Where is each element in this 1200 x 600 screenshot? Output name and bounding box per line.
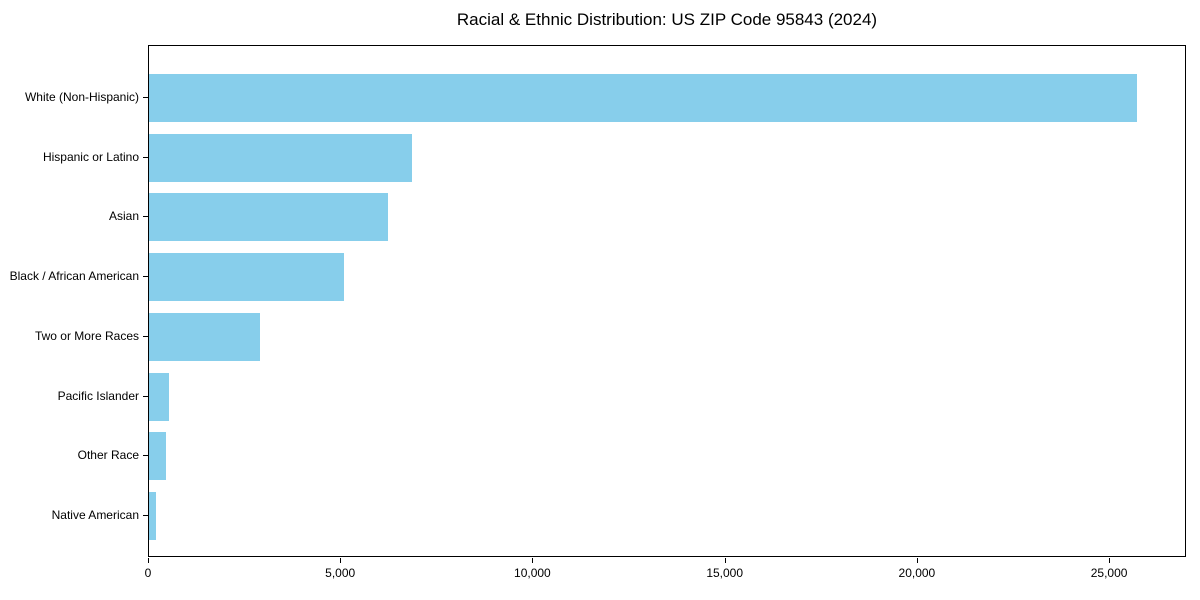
y-tick-mark-1 — [143, 156, 148, 158]
bar-6 — [149, 432, 167, 481]
y-tick-mark-3 — [143, 276, 148, 278]
bar-1 — [149, 133, 413, 182]
y-tick-mark-2 — [143, 216, 148, 218]
bar-5 — [149, 372, 169, 421]
y-tick-mark-5 — [143, 395, 148, 397]
bar-0 — [149, 74, 1137, 122]
y-tick-label-4: Two or More Races — [34, 328, 139, 343]
x-tick-label-2: 10,000 — [514, 566, 551, 580]
y-tick-label-0: White (Non-Hispanic) — [24, 90, 139, 104]
bar-3 — [149, 253, 344, 302]
y-tick-mark-0 — [143, 97, 148, 98]
y-tick-label-1: Hispanic or Latino — [42, 149, 139, 164]
x-tick-label-1: 5,000 — [325, 566, 356, 580]
chart-title: Racial & Ethnic Distribution: US ZIP Cod… — [456, 10, 878, 29]
y-tick-label-2: Asian — [108, 209, 139, 224]
x-tick-label-4: 20,000 — [898, 566, 936, 580]
y-tick-label-6: Other Race — [77, 448, 139, 463]
y-tick-label-5: Pacific Islander — [57, 388, 139, 403]
y-tick-mark-7 — [143, 514, 148, 516]
bar-2 — [149, 193, 388, 242]
y-tick-label-3: Black / African American — [9, 269, 139, 284]
bar-4 — [149, 312, 261, 361]
x-tick-label-0: 0 — [144, 566, 152, 580]
x-tick-label-5: 25,000 — [1090, 566, 1128, 580]
x-tick-mark-4 — [916, 558, 918, 563]
x-tick-label-3: 15,000 — [706, 566, 744, 580]
y-tick-mark-6 — [143, 455, 148, 457]
x-tick-mark-2 — [532, 558, 534, 563]
x-tick-mark-0 — [148, 558, 149, 563]
bar-7 — [149, 491, 156, 540]
x-tick-mark-3 — [724, 558, 726, 563]
y-tick-label-7: Native American — [51, 507, 139, 522]
x-tick-mark-5 — [1109, 558, 1111, 563]
plot-area — [148, 45, 1186, 557]
x-tick-mark-1 — [340, 558, 342, 563]
y-tick-mark-4 — [143, 335, 148, 337]
